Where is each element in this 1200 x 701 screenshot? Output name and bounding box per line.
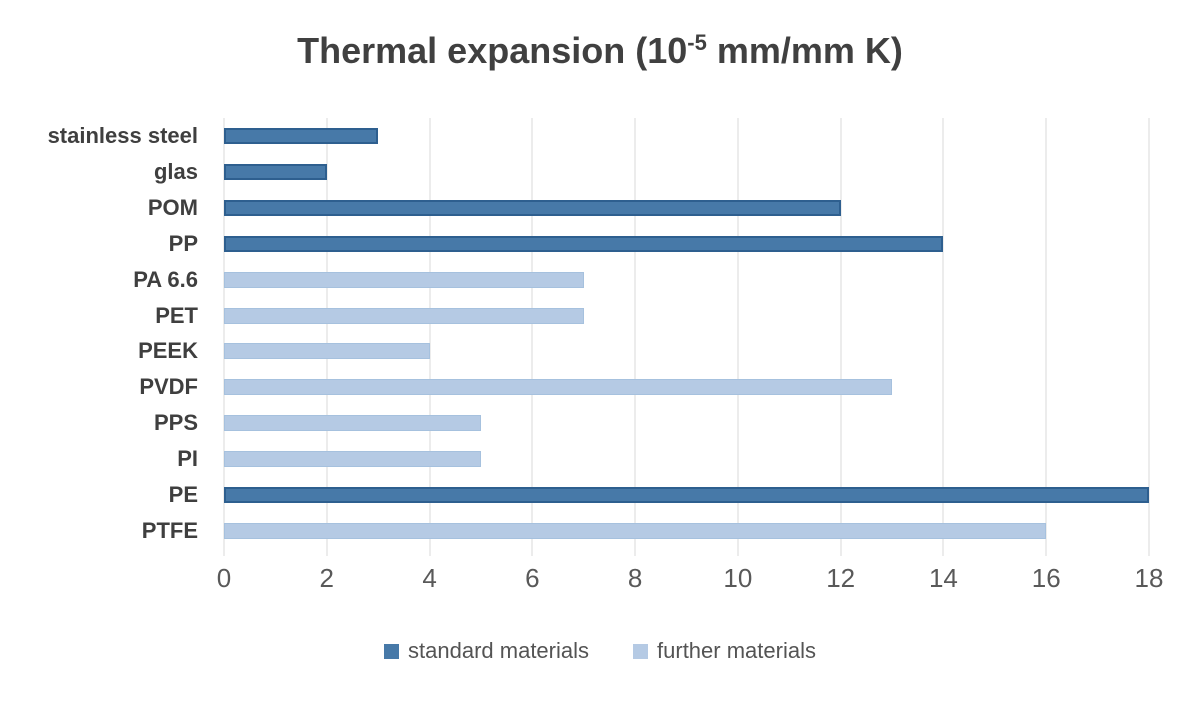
bar-row-pe <box>224 477 1149 513</box>
category-label-pet: PET <box>155 302 198 328</box>
category-label-peek: PEEK <box>138 338 198 364</box>
gridline-2 <box>326 118 328 556</box>
bar-peek <box>224 343 430 360</box>
bar-pe <box>224 487 1149 504</box>
bar-pet <box>224 307 584 324</box>
bar-row-pa-6-6 <box>224 262 1149 298</box>
category-label-glas: glas <box>153 158 198 184</box>
bar-row-pom <box>224 190 1149 226</box>
value-axis: 0 2 4 6 8 10 12 14 16 18 <box>217 562 1164 594</box>
bar-pps <box>224 415 481 432</box>
bar-pvdf <box>224 379 893 396</box>
legend-label: further materials <box>657 638 816 663</box>
category-label-pe: PE <box>168 482 198 508</box>
bar-ptfe <box>224 523 1047 540</box>
x-tick-label-0: 0 <box>216 563 232 593</box>
bar-row-pi <box>224 441 1149 477</box>
category-axis: stainless steel glas POM PP PA 6.6 PET PEEK PVD… <box>0 118 212 549</box>
legend-label: standard materials <box>408 638 590 663</box>
bar-row-peek <box>224 334 1149 370</box>
x-tick-label-16: 16 <box>1031 563 1061 593</box>
chart-title-prefix: Thermal expansion (10 <box>297 30 688 71</box>
category-label-pom: POM <box>147 194 198 220</box>
category-label-pvdf: PVDF <box>139 374 198 400</box>
x-tick-label-2: 2 <box>319 563 334 593</box>
bar-row-ptfe <box>224 513 1149 549</box>
gridline-12 <box>840 118 842 556</box>
legend: standard materials further materials <box>0 638 1200 664</box>
x-tick-label-4: 4 <box>422 563 437 593</box>
gridline-10 <box>737 118 739 556</box>
chart-title: Thermal expansion (10-5 mm/mm K) <box>0 30 1200 72</box>
bar-row-pps <box>224 405 1149 441</box>
category-label-stainless-steel: stainless steel <box>47 122 198 148</box>
bar-row-pp <box>224 226 1149 262</box>
legend-item-standard-materials: standard materials <box>384 638 589 664</box>
bar-stainless-steel <box>224 127 379 144</box>
x-tick-label-18: 18 <box>1134 563 1164 593</box>
chart-title-superscript: -5 <box>687 30 707 55</box>
plot-area <box>223 118 1150 556</box>
x-tick-label-12: 12 <box>826 563 856 593</box>
category-label-ptfe: PTFE <box>141 518 198 544</box>
category-label-pi: PI <box>177 446 198 472</box>
bar-pp <box>224 235 944 252</box>
x-tick-label-10: 10 <box>723 563 753 593</box>
bar-row-pvdf <box>224 369 1149 405</box>
legend-item-further-materials: further materials <box>633 638 816 664</box>
bar-row-stainless-steel <box>224 118 1149 154</box>
bar-pa-6-6 <box>224 271 584 288</box>
bar-pom <box>224 199 841 216</box>
bar-glas <box>224 163 327 180</box>
category-label-pp: PP <box>168 230 198 256</box>
gridline-16 <box>1045 118 1047 556</box>
bar-rows <box>224 118 1149 549</box>
gridline-6 <box>531 118 533 556</box>
category-label-pps: PPS <box>153 410 198 436</box>
gridline-4 <box>429 118 431 556</box>
x-tick-label-8: 8 <box>627 563 643 593</box>
category-label-pa-6-6: PA 6.6 <box>133 266 198 292</box>
x-tick-label-14: 14 <box>928 563 958 593</box>
bar-row-pet <box>224 298 1149 334</box>
gridline-8 <box>634 118 636 556</box>
gridline-0 <box>223 118 225 556</box>
chart-title-suffix: mm/mm K) <box>706 30 903 71</box>
x-tick-label-6: 6 <box>525 563 540 593</box>
legend-swatch-icon <box>384 643 400 659</box>
legend-swatch-icon <box>633 643 649 659</box>
bar-row-glas <box>224 154 1149 190</box>
bar-pi <box>224 451 481 468</box>
gridline-14 <box>942 118 944 556</box>
gridline-18 <box>1148 118 1150 556</box>
